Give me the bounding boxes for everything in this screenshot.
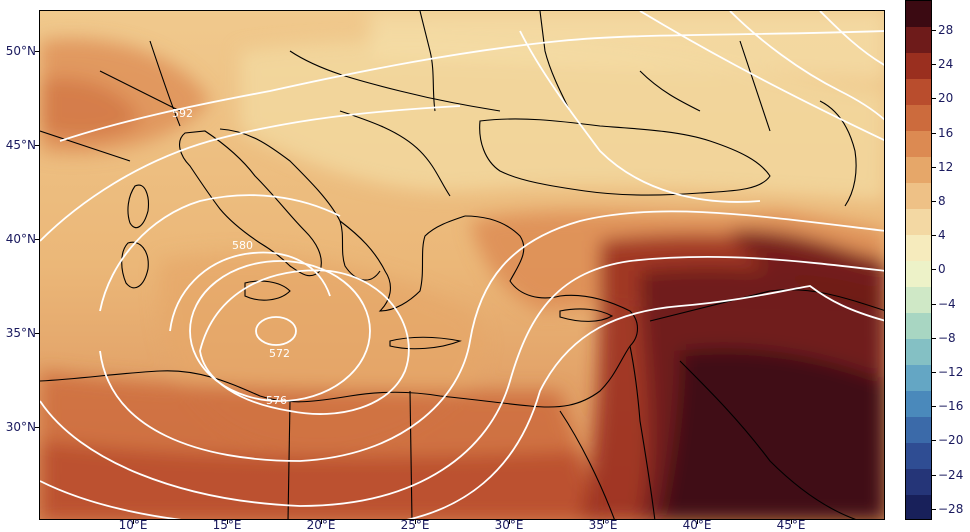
colorbar-tick bbox=[932, 235, 936, 237]
colorbar-tick-label: 28 bbox=[938, 23, 954, 37]
colorbar-segment bbox=[906, 131, 931, 158]
colorbar-tick bbox=[932, 132, 936, 134]
height-contours bbox=[40, 11, 884, 519]
lon-tick bbox=[603, 520, 604, 524]
lat-label: 35°N bbox=[5, 326, 36, 340]
lon-label: 10°E bbox=[118, 518, 148, 532]
colorbar-tick bbox=[932, 64, 936, 66]
colorbar-tick bbox=[932, 372, 936, 373]
colorbar-segment bbox=[906, 313, 931, 340]
colorbar-tick bbox=[932, 201, 936, 202]
lon-tick bbox=[133, 520, 134, 524]
lon-tick bbox=[697, 520, 698, 524]
colorbar-tick bbox=[932, 337, 936, 339]
contour-label: 592 bbox=[172, 107, 193, 120]
lat-label: 45°N bbox=[5, 138, 36, 152]
colorbar-segment bbox=[906, 53, 931, 80]
colorbar-tick-label: 12 bbox=[938, 159, 954, 174]
colorbar-tick-label: 16 bbox=[938, 125, 954, 140]
contour-label: 572 bbox=[269, 347, 290, 360]
lat-tick bbox=[35, 333, 39, 334]
lat-tick bbox=[35, 145, 39, 146]
temperature-map: 592 580 572 576 bbox=[39, 10, 885, 520]
lon-tick bbox=[321, 520, 322, 524]
lat-tick bbox=[35, 239, 39, 240]
colorbar-segment bbox=[906, 235, 931, 262]
colorbar-tick bbox=[932, 406, 936, 408]
contour-label: 576 bbox=[266, 394, 287, 407]
colorbar-tick-label: −24 bbox=[938, 467, 964, 482]
lat-label: 40°N bbox=[5, 232, 36, 246]
colorbar-tick-label: −20 bbox=[938, 433, 964, 448]
colorbar-tick-label: 20 bbox=[938, 91, 954, 106]
colorbar-segment bbox=[906, 157, 931, 184]
lon-label: 30°E bbox=[494, 518, 524, 532]
contour-label: 580 bbox=[232, 239, 253, 252]
map-canvas: 592 580 572 576 bbox=[40, 11, 884, 519]
lon-label: 35°E bbox=[588, 518, 618, 532]
colorbar-segment bbox=[906, 79, 931, 106]
colorbar-segment bbox=[906, 1, 931, 28]
lon-label: 45°E bbox=[776, 518, 806, 532]
temperature-shading bbox=[40, 11, 884, 519]
lat-label: 50°N bbox=[5, 44, 36, 58]
lon-tick bbox=[227, 520, 228, 524]
colorbar-tick-label: 0 bbox=[938, 262, 946, 277]
colorbar-segment bbox=[906, 209, 931, 236]
colorbar-tick bbox=[932, 30, 936, 31]
colorbar-tick-label: −16 bbox=[938, 399, 964, 414]
colorbar-tick-label: −12 bbox=[938, 365, 964, 379]
colorbar-tick bbox=[932, 440, 936, 442]
colorbar-tick-label: −4 bbox=[938, 296, 956, 311]
lat-tick bbox=[35, 51, 39, 52]
lon-tick bbox=[791, 520, 792, 524]
colorbar-tick bbox=[932, 508, 936, 510]
lon-label: 15°E bbox=[212, 518, 242, 532]
colorbar-tick bbox=[932, 269, 936, 271]
lon-tick bbox=[509, 520, 510, 524]
colorbar-tick-label: 24 bbox=[938, 57, 954, 72]
colorbar-segment bbox=[906, 27, 931, 54]
colorbar-segment bbox=[906, 365, 931, 392]
lon-tick bbox=[415, 520, 416, 524]
colorbar-tick bbox=[932, 303, 936, 305]
colorbar-segment bbox=[906, 443, 931, 470]
lon-label: 40°E bbox=[682, 518, 712, 532]
colorbar-tick-label: −28 bbox=[938, 501, 964, 516]
lon-label: 25°E bbox=[400, 518, 430, 532]
colorbar bbox=[905, 0, 932, 520]
colorbar-segment bbox=[906, 287, 931, 314]
colorbar-segment bbox=[906, 391, 931, 418]
lon-label: 20°E bbox=[306, 518, 336, 532]
colorbar-segment bbox=[906, 469, 931, 496]
colorbar-segment bbox=[906, 417, 931, 444]
colorbar-tick-label: 8 bbox=[938, 194, 946, 208]
colorbar-tick-label: −8 bbox=[938, 330, 956, 345]
colorbar-segment bbox=[906, 339, 931, 366]
colorbar-segment bbox=[906, 183, 931, 210]
colorbar-segment bbox=[906, 495, 931, 519]
colorbar-tick bbox=[932, 166, 936, 168]
lat-tick bbox=[35, 427, 39, 428]
colorbar-tick-label: 4 bbox=[938, 228, 946, 243]
colorbar-tick bbox=[932, 474, 936, 476]
colorbar-segment bbox=[906, 261, 931, 288]
colorbar-tick bbox=[932, 98, 936, 100]
contour-labels: 592 580 572 576 bbox=[172, 107, 290, 407]
colorbar-segment bbox=[906, 105, 931, 132]
lat-label: 30°N bbox=[5, 420, 36, 434]
coastlines bbox=[40, 11, 884, 519]
